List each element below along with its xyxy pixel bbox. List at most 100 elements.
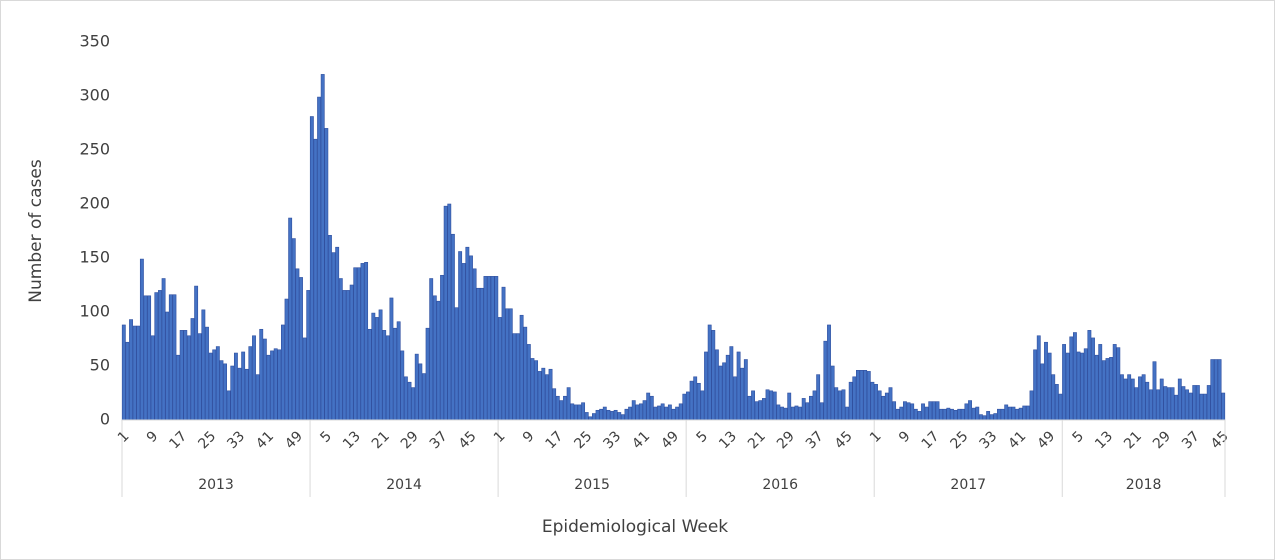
bar — [158, 290, 162, 421]
bar — [367, 328, 372, 421]
bar — [1047, 352, 1052, 421]
bar — [1148, 389, 1153, 421]
bar — [772, 391, 777, 421]
bar — [233, 352, 238, 421]
bar — [989, 414, 994, 421]
bar — [631, 400, 636, 421]
x-axis-title: Epidemiological Week — [542, 517, 728, 537]
y-tick-label: 150 — [79, 248, 110, 267]
bar — [476, 287, 481, 421]
bar — [1087, 330, 1092, 421]
bar — [255, 374, 260, 421]
bar — [570, 403, 575, 421]
bar — [729, 346, 734, 421]
bar — [320, 74, 325, 421]
bar — [870, 381, 875, 421]
bar — [136, 325, 141, 421]
bar — [928, 401, 933, 421]
bar — [993, 413, 998, 421]
bar — [523, 326, 528, 421]
bar — [852, 376, 857, 421]
bar — [226, 390, 231, 421]
bar — [512, 333, 517, 421]
bar — [505, 308, 510, 421]
bar — [154, 292, 159, 421]
bar — [447, 203, 452, 421]
bar — [516, 333, 520, 421]
bar — [1054, 384, 1059, 421]
bar — [866, 371, 871, 421]
bar — [602, 406, 607, 421]
y-tick-label: 350 — [79, 32, 110, 51]
bar — [1134, 387, 1139, 421]
bar — [530, 358, 535, 421]
bar — [393, 327, 397, 421]
bar — [541, 367, 546, 421]
bar — [125, 341, 130, 421]
bar — [975, 406, 980, 421]
bar — [667, 404, 672, 421]
bar — [534, 360, 539, 421]
bar — [190, 318, 195, 421]
bar — [270, 350, 275, 421]
bar — [194, 285, 199, 421]
y-axis-title: Number of cases — [26, 159, 46, 303]
bar — [230, 365, 235, 421]
bar — [798, 406, 803, 421]
bar — [758, 400, 763, 421]
bar — [964, 403, 969, 421]
bar — [183, 330, 188, 421]
bar — [704, 351, 708, 421]
bar — [845, 406, 850, 421]
bar — [483, 276, 488, 421]
bar — [780, 406, 784, 421]
bar — [378, 309, 383, 421]
bar — [971, 407, 976, 421]
bar — [581, 402, 586, 421]
bar — [834, 387, 839, 421]
bar — [201, 309, 206, 421]
bar — [150, 335, 155, 421]
bar — [935, 401, 940, 421]
bar — [1080, 352, 1085, 421]
bar — [346, 290, 350, 421]
group-label: 2017 — [950, 477, 986, 493]
bar — [805, 402, 810, 421]
bar — [1044, 341, 1048, 421]
bar — [324, 128, 329, 421]
bar — [827, 324, 831, 421]
bar — [508, 308, 513, 421]
bar — [917, 411, 922, 421]
bar — [1018, 407, 1023, 421]
bar — [573, 404, 578, 421]
bar — [252, 335, 256, 421]
bar — [566, 387, 571, 421]
bar — [1152, 361, 1157, 421]
bar — [794, 405, 799, 421]
bar — [1188, 392, 1193, 421]
bar — [490, 276, 495, 421]
bar — [620, 414, 625, 421]
bar — [910, 403, 915, 421]
bar — [450, 233, 455, 421]
bar — [718, 365, 723, 421]
bar — [1195, 385, 1200, 421]
bar — [1004, 404, 1009, 421]
bar — [1101, 360, 1106, 421]
bar — [237, 367, 242, 421]
bar — [555, 395, 560, 421]
bar — [830, 365, 835, 421]
bar — [1192, 385, 1197, 421]
bar — [281, 324, 285, 421]
bar — [801, 398, 806, 421]
bar — [1098, 344, 1103, 421]
bar — [653, 406, 658, 421]
bar — [1112, 344, 1117, 421]
bar — [212, 349, 217, 421]
bar — [472, 268, 477, 421]
bar — [790, 406, 795, 421]
bar — [552, 388, 557, 421]
bar — [375, 317, 379, 421]
bar — [469, 255, 473, 421]
bar — [613, 409, 618, 421]
